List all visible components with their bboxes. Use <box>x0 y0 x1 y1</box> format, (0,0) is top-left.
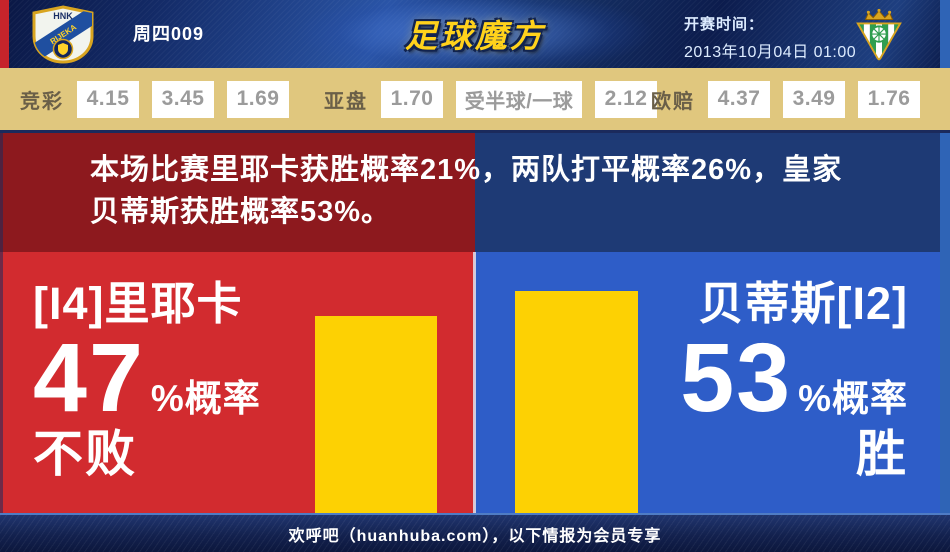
away-percent-value: 53 <box>680 323 793 433</box>
oupei-odd-draw: 3.49 <box>783 80 845 118</box>
jingcai-odd-draw: 3.45 <box>152 80 214 118</box>
yapan-odd-home: 1.70 <box>381 80 443 118</box>
jingcai-odd-home: 4.15 <box>77 80 139 118</box>
match-number: 周四009 <box>133 24 205 44</box>
home-crest-top-text: HNK <box>53 11 73 21</box>
summary-text-line1: 本场比赛里耶卡获胜概率21%，两队打平概率26%，皇家 <box>90 154 843 186</box>
home-percent-row: 47 %概率 <box>33 329 261 426</box>
home-outcome: 不败 <box>33 426 137 483</box>
jingcai-odd-away: 1.69 <box>227 80 289 118</box>
footer-text: 欢呼吧（huanhuba.com），以下情报为会员专享 <box>288 527 662 545</box>
home-percent-value: 47 <box>33 323 145 433</box>
right-edge-stripe-bottom <box>940 133 950 552</box>
yapan-handicap: 受半球/一球 <box>456 80 582 118</box>
site-logo: 足球魔方 <box>345 0 605 68</box>
oupei-odd-away: 1.76 <box>858 80 920 118</box>
yapan-label: 亚盘 <box>324 90 368 113</box>
right-edge-stripe-top <box>940 0 950 68</box>
summary-banner-away-half <box>475 133 950 252</box>
away-prediction-block: 贝蒂斯[I2] 53 %概率 胜 <box>680 280 908 481</box>
horizontal-divider <box>0 130 950 133</box>
home-team-crest-icon: HNK RIJEKA <box>32 5 94 64</box>
away-team-name: 贝蒂斯[I2] <box>698 278 908 329</box>
away-percent-row: 53 %概率 <box>680 329 908 426</box>
panel-divider <box>473 252 476 513</box>
away-probability-bar <box>515 291 638 513</box>
header: HNK RIJEKA 周四009 足球魔方 开赛时间： 2013年10月04日 … <box>0 0 950 68</box>
jingcai-label: 竞彩 <box>20 90 64 113</box>
away-percent-suffix: %概率 <box>798 378 908 420</box>
kickoff-label: 开赛时间： <box>684 16 765 33</box>
home-probability-bar <box>315 316 437 513</box>
summary-banner: 本场比赛里耶卡获胜概率21%，两队打平概率26%，皇家 贝蒂斯获胜概率53%。 <box>0 133 950 252</box>
summary-text: 本场比赛里耶卡获胜概率21%，两队打平概率26%，皇家 贝蒂斯获胜概率53%。 <box>90 149 890 233</box>
oupei-odds-group: 欧赔 4.37 3.49 1.76 <box>651 68 920 130</box>
summary-text-line2: 贝蒂斯获胜概率53%。 <box>90 196 392 228</box>
away-outcome: 胜 <box>856 426 908 483</box>
home-prediction-block: [I4]里耶卡 47 %概率 不败 <box>33 280 261 481</box>
yapan-odds-group: 亚盘 1.70 受半球/一球 2.12 <box>324 68 657 130</box>
header-left-red-stripe <box>0 0 9 68</box>
site-logo-text: 足球魔方 <box>404 18 545 54</box>
summary-banner-home-half <box>0 133 475 252</box>
footer: 欢呼吧（huanhuba.com），以下情报为会员专享 <box>0 513 950 552</box>
odds-bar: 竞彩 4.15 3.45 1.69 亚盘 1.70 受半球/一球 2.12 欧赔… <box>0 68 950 130</box>
left-edge-line <box>0 133 3 552</box>
away-team-crest-icon <box>856 8 902 61</box>
prediction-panels: [I4]里耶卡 47 %概率 不败 贝蒂斯[I2] 53 %概率 胜 <box>0 252 950 513</box>
kickoff-info: 开赛时间： 2013年10月04日 01:00 <box>684 13 856 62</box>
kickoff-time: 2013年10月04日 01:00 <box>684 44 857 61</box>
oupei-label: 欧赔 <box>651 90 695 113</box>
home-team-name: [I4]里耶卡 <box>33 278 243 329</box>
jingcai-odds-group: 竞彩 4.15 3.45 1.69 <box>20 68 289 130</box>
home-percent-suffix: %概率 <box>150 378 261 420</box>
yapan-odd-away: 2.12 <box>595 80 657 118</box>
oupei-odd-home: 4.37 <box>708 80 770 118</box>
